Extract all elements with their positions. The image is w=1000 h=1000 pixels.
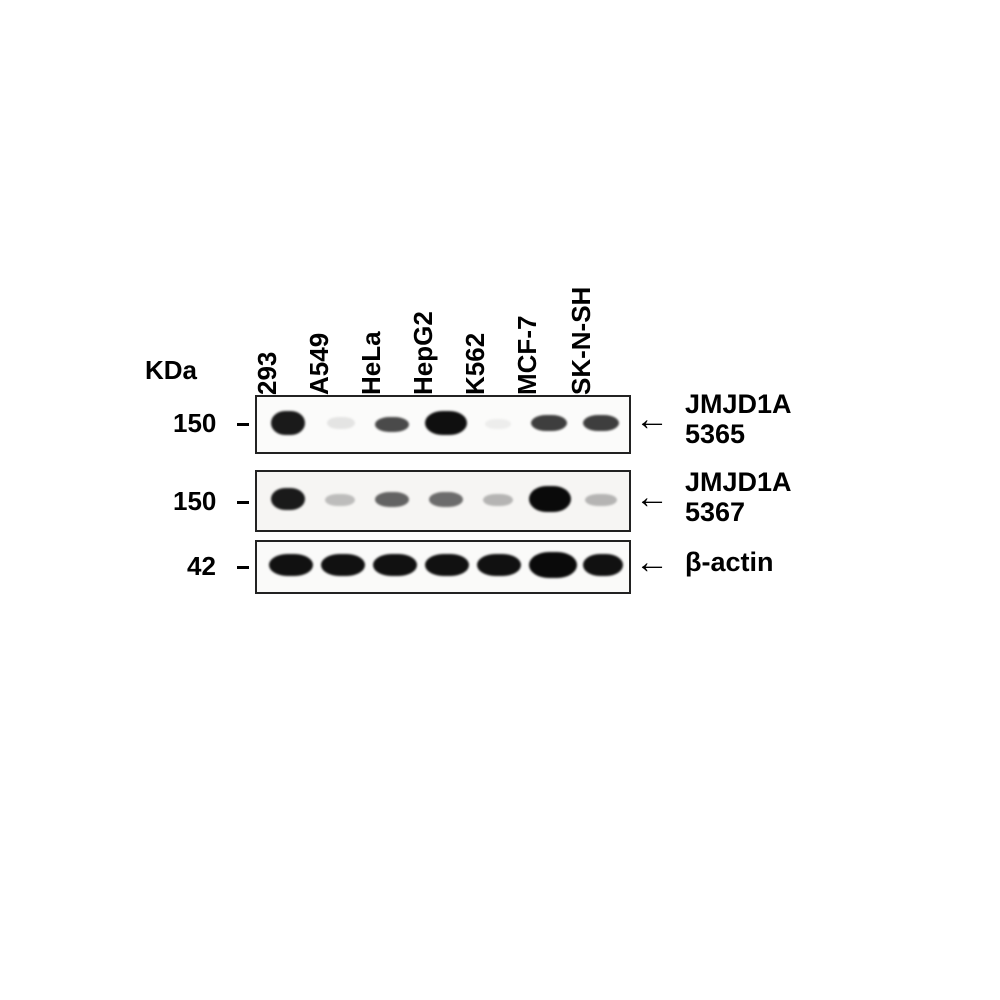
lane-label: HepG2 — [408, 311, 439, 395]
protein-band — [425, 411, 467, 435]
protein-band — [327, 417, 355, 429]
antibody-label: JMJD1A5365 — [685, 390, 792, 449]
antibody-label: β-actin — [685, 548, 774, 578]
lane-labels-row: 293 A549 HeLa HepG2 K562 MCF-7 SK-N-SH — [145, 240, 855, 395]
protein-band — [375, 492, 409, 507]
antibody-label: JMJD1A5367 — [685, 468, 792, 527]
molecular-weight-label: 150 — [173, 486, 216, 517]
mw-tick — [237, 566, 249, 569]
protein-band — [269, 554, 313, 576]
protein-band — [271, 488, 305, 510]
protein-band — [373, 554, 417, 576]
protein-band — [375, 417, 409, 432]
lane-label: HeLa — [356, 331, 387, 395]
protein-band — [483, 494, 513, 506]
arrow-icon: ← — [635, 400, 669, 439]
protein-band — [325, 494, 355, 506]
molecular-weight-label: 150 — [173, 408, 216, 439]
protein-band — [271, 411, 305, 435]
protein-band — [477, 554, 521, 576]
protein-band — [585, 494, 617, 506]
protein-band — [425, 554, 469, 576]
blot-strip — [255, 395, 631, 454]
mw-tick — [237, 501, 249, 504]
molecular-weight-label: 42 — [187, 551, 216, 582]
protein-band — [429, 492, 463, 507]
protein-band — [531, 415, 567, 431]
mw-tick — [237, 423, 249, 426]
blot-strip — [255, 470, 631, 532]
lane-label: K562 — [460, 333, 491, 395]
lane-label: SK-N-SH — [566, 287, 597, 395]
lane-label: MCF-7 — [512, 316, 543, 395]
protein-band — [529, 486, 571, 512]
protein-band — [583, 554, 623, 576]
protein-band — [529, 552, 577, 578]
arrow-icon: ← — [635, 478, 669, 517]
protein-band — [321, 554, 365, 576]
western-blot-figure: KDa 293A549HeLaHepG2K562MCF-7SK-N-SH 150… — [145, 240, 855, 395]
blot-strip — [255, 540, 631, 594]
lane-label: A549 — [304, 333, 335, 395]
lane-label: 293 — [252, 352, 283, 395]
arrow-icon: ← — [635, 543, 669, 582]
protein-band — [583, 415, 619, 431]
protein-band — [485, 419, 511, 429]
